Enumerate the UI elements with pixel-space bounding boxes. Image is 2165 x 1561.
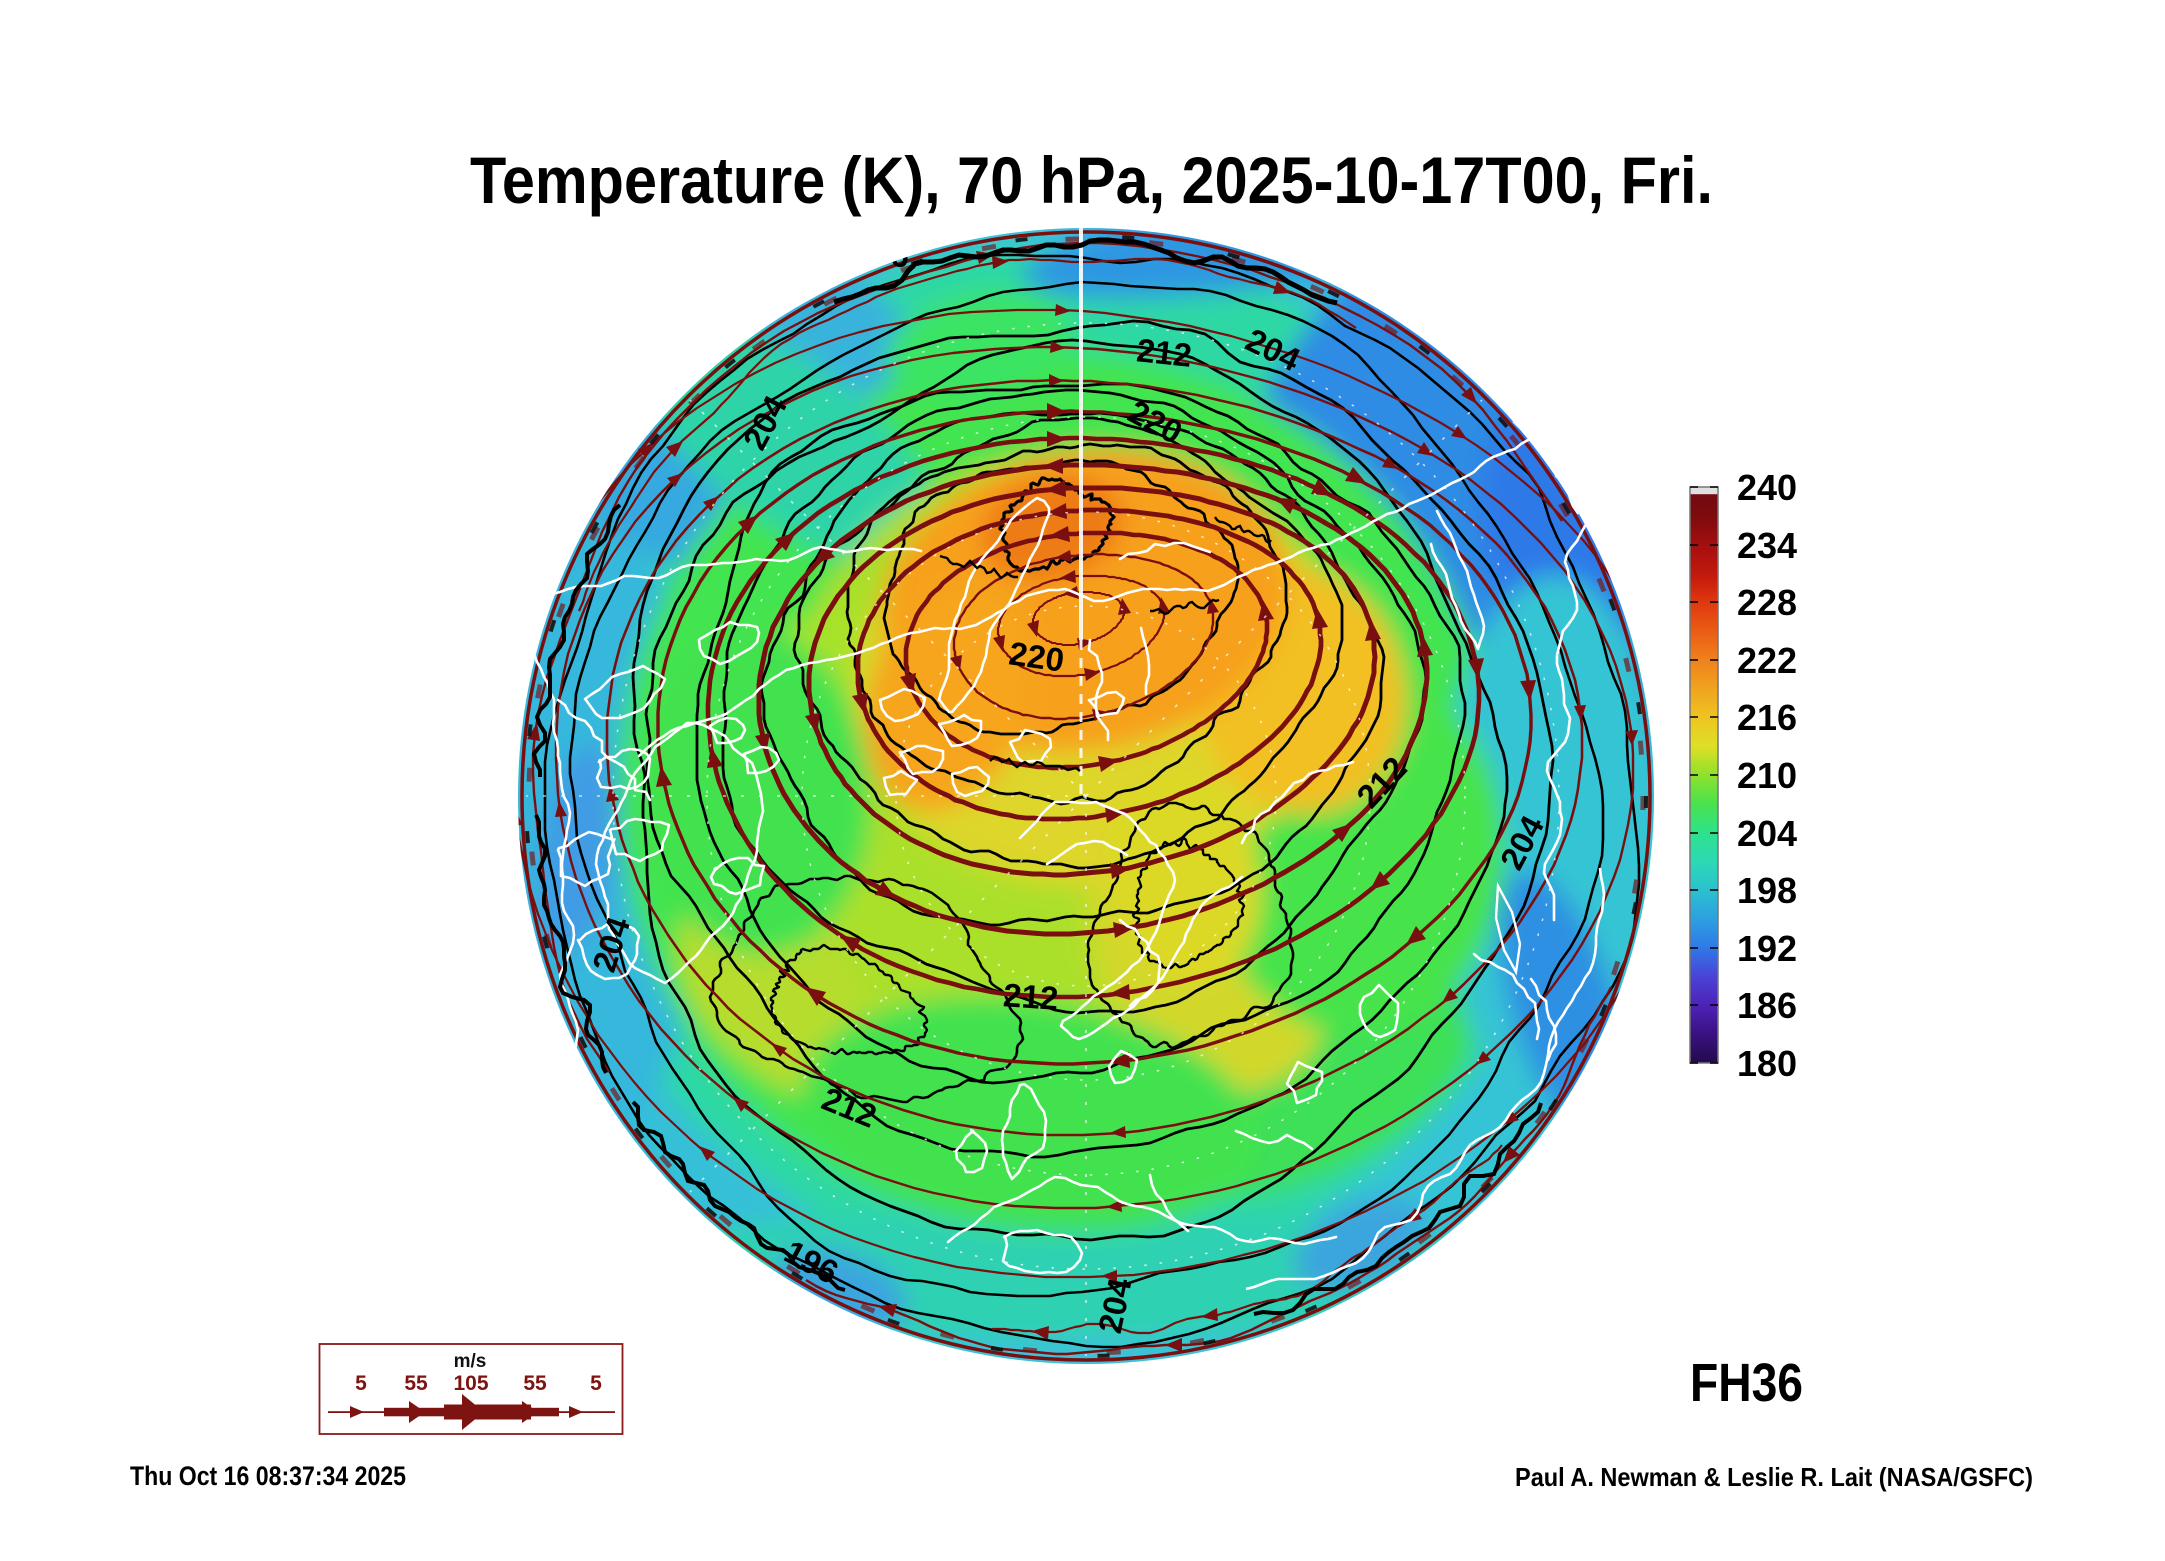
- svg-text:192: 192: [1737, 928, 1797, 969]
- svg-text:228: 228: [1737, 582, 1797, 623]
- svg-text:222: 222: [1737, 640, 1797, 681]
- svg-text:Paul A. Newman & Leslie R. Lai: Paul A. Newman & Leslie R. Lait (NASA/GS…: [1515, 1462, 2033, 1492]
- svg-text:105: 105: [453, 1372, 488, 1395]
- svg-text:240: 240: [1737, 467, 1797, 508]
- svg-text:216: 216: [1737, 697, 1797, 738]
- svg-text:210: 210: [1737, 755, 1797, 796]
- svg-text:Thu Oct 16 08:37:34 2025: Thu Oct 16 08:37:34 2025: [130, 1461, 406, 1491]
- svg-text:198: 198: [1737, 870, 1797, 911]
- svg-text:Temperature (K), 70 hPa, 2025-: Temperature (K), 70 hPa, 2025-10-17T00, …: [470, 143, 1713, 217]
- svg-text:FH36: FH36: [1690, 1353, 1803, 1413]
- svg-text:212: 212: [1135, 331, 1194, 374]
- svg-text:180: 180: [1737, 1043, 1797, 1084]
- svg-text:5: 5: [590, 1372, 602, 1395]
- svg-text:5: 5: [355, 1372, 367, 1395]
- svg-text:55: 55: [523, 1372, 547, 1395]
- svg-text:234: 234: [1737, 525, 1797, 566]
- svg-text:220: 220: [1007, 634, 1067, 678]
- svg-text:186: 186: [1737, 985, 1797, 1026]
- svg-text:204: 204: [1737, 813, 1797, 854]
- svg-text:m/s: m/s: [454, 1351, 487, 1372]
- svg-text:55: 55: [404, 1372, 428, 1395]
- svg-text:212: 212: [1002, 976, 1060, 1017]
